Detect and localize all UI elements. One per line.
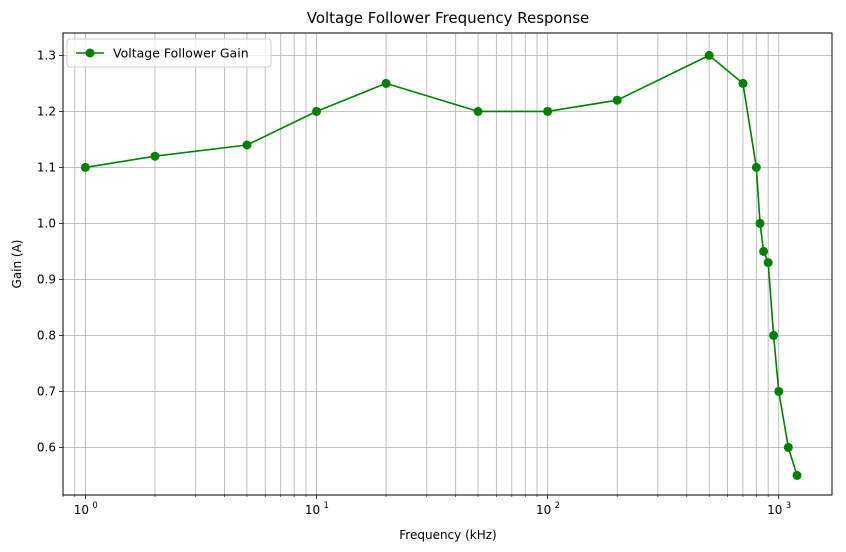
data-point <box>473 106 483 116</box>
data-point <box>769 330 779 340</box>
data-point <box>381 78 391 88</box>
legend-box <box>66 38 272 68</box>
y-tick-label: 1.1 <box>37 160 56 174</box>
y-tick-label: 1.3 <box>37 48 56 62</box>
data-point <box>80 162 90 172</box>
data-point <box>738 78 748 88</box>
y-tick-label: 0.9 <box>37 272 56 286</box>
data-point <box>759 246 769 256</box>
legend-marker-swatch <box>85 48 95 58</box>
x-tick-label-base: 10 <box>767 503 782 517</box>
data-point <box>763 258 773 268</box>
y-axis-label: Gain (A) <box>10 240 24 289</box>
y-tick-label: 0.7 <box>37 384 56 398</box>
x-tick-label: 10 0 <box>74 501 98 517</box>
x-tick-label-base: 10 <box>536 503 551 517</box>
data-point <box>543 106 553 116</box>
y-tick-label: 1.0 <box>37 216 56 230</box>
data-point <box>242 140 252 150</box>
data-point <box>312 106 322 116</box>
data-point <box>704 50 714 60</box>
x-tick-label-base: 10 <box>305 503 320 517</box>
chart-title: Voltage Follower Frequency Response <box>307 9 590 27</box>
x-tick-label-base: 10 <box>74 503 89 517</box>
y-tick-label: 0.6 <box>37 440 56 454</box>
y-tick-label: 0.8 <box>37 328 56 342</box>
x-tick-label-exponent: 3 <box>786 501 791 511</box>
x-axis-label: Frequency (kHz) <box>399 528 496 542</box>
x-tick-label-exponent: 2 <box>555 501 560 511</box>
data-point <box>755 218 765 228</box>
plot-frame <box>62 32 833 496</box>
data-point <box>612 95 622 105</box>
x-tick-label: 10 3 <box>767 501 791 517</box>
series-line <box>85 54 798 476</box>
y-tick-label: 1.2 <box>37 104 56 118</box>
x-tick-label-exponent: 0 <box>92 501 97 511</box>
data-point <box>774 386 784 396</box>
legend-label: Voltage Follower Gain <box>113 46 249 61</box>
data-point <box>783 442 793 452</box>
data-point <box>150 151 160 161</box>
legend: Voltage Follower Gain <box>66 38 272 68</box>
x-tick-label: 10 2 <box>536 501 560 517</box>
data-point <box>751 162 761 172</box>
data-point <box>792 470 802 480</box>
x-tick-label-exponent: 1 <box>324 501 329 511</box>
x-tick-label: 10 1 <box>305 501 329 517</box>
axis-ticks: 0.60.70.80.91.01.11.21.310 0 10 1 10 2 10 3 <box>37 48 791 517</box>
series-layer <box>80 50 802 480</box>
